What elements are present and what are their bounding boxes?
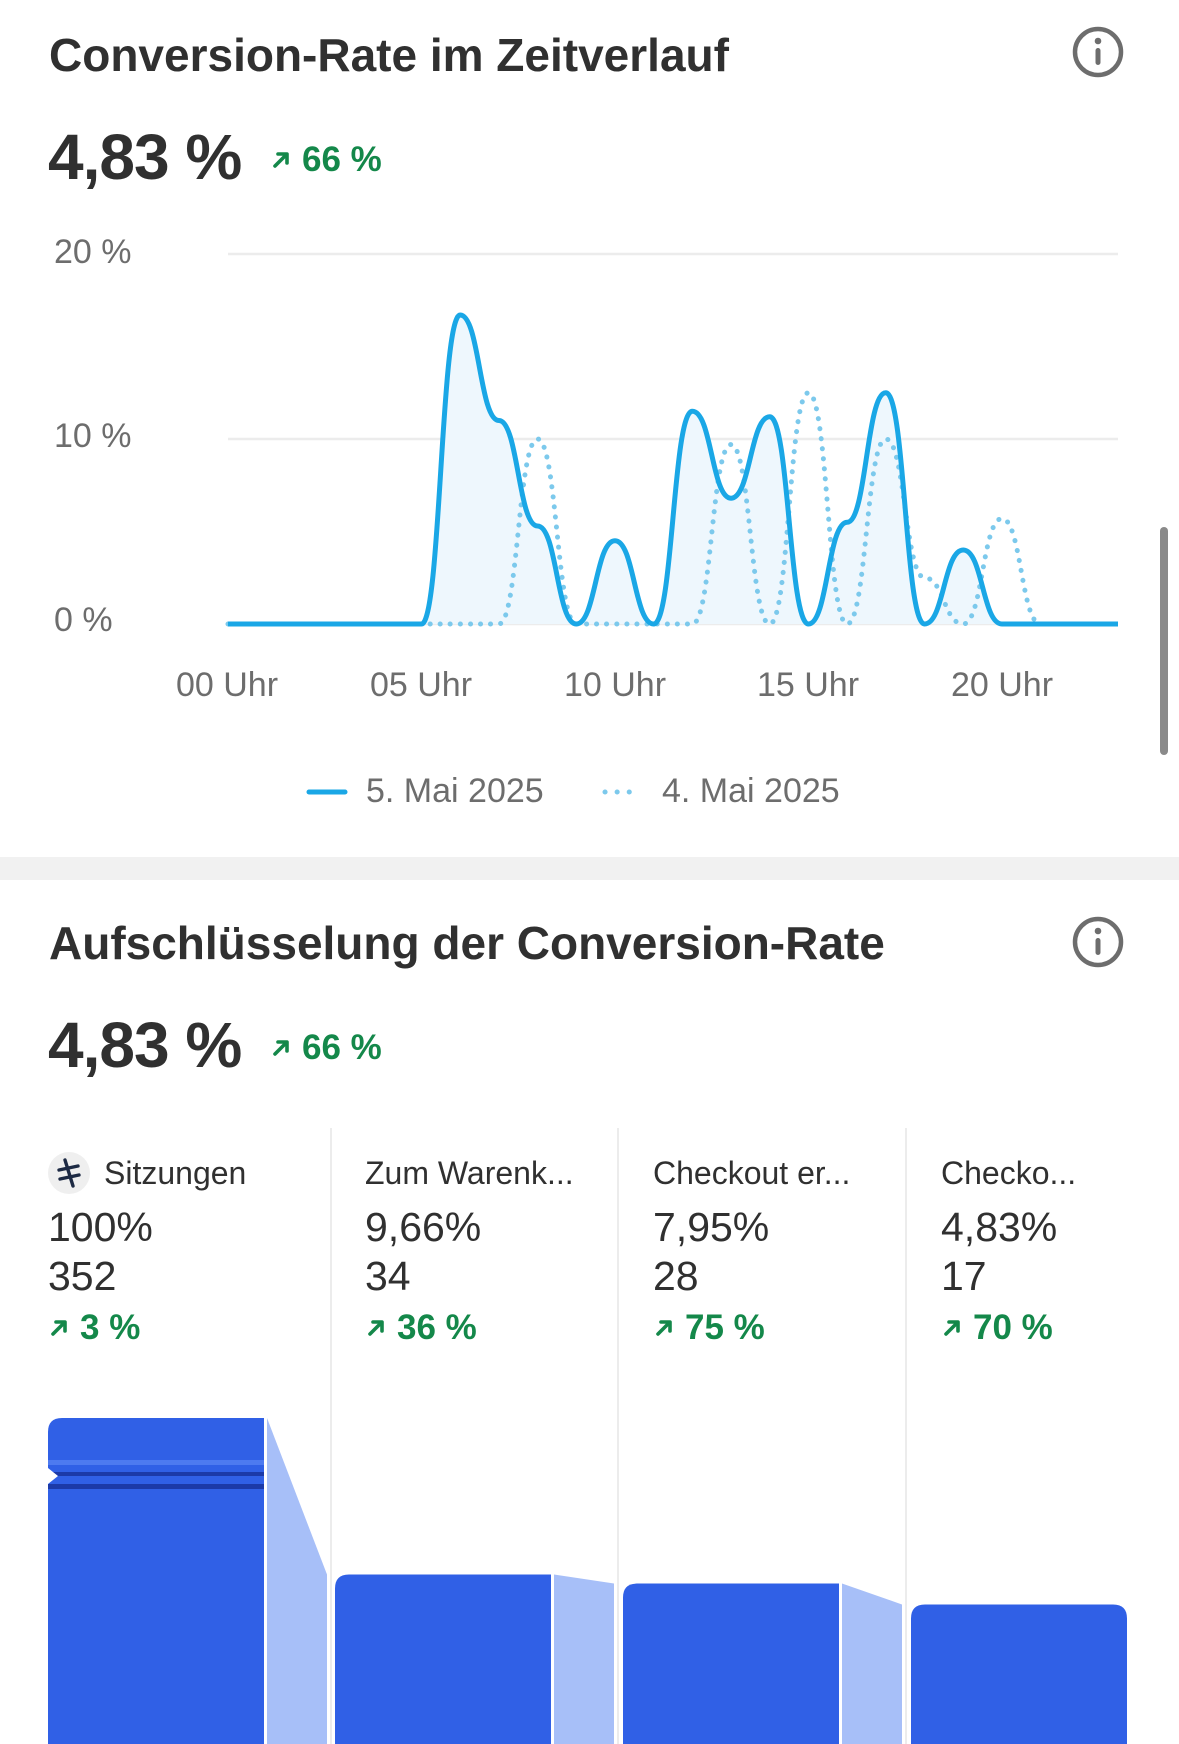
funnel-bar[interactable] — [911, 1604, 1127, 1744]
funnel-step-checkout-reached[interactable]: Checkout er... 7,95% 28 75 % — [653, 1150, 850, 1348]
scrollbar[interactable] — [1160, 527, 1168, 755]
step-label: Checko... — [941, 1154, 1077, 1191]
sessions-icon — [48, 1152, 90, 1194]
series-area-current — [228, 315, 1118, 624]
arrow-up-right-icon — [656, 1320, 672, 1336]
bar-stripe — [48, 1460, 264, 1465]
legend-label: 4. Mai 2025 — [662, 772, 840, 810]
x-tick-label: 10 Uhr — [563, 666, 667, 704]
step-percent: 100% — [48, 1204, 153, 1250]
x-tick-label: 20 Uhr — [950, 666, 1054, 704]
delta-value: 66 % — [302, 1028, 382, 1067]
funnel-bar[interactable] — [335, 1574, 551, 1744]
step-delta-value: 75 % — [685, 1308, 765, 1347]
bar-notch — [48, 1468, 58, 1484]
y-tick-label: 0 % — [54, 601, 113, 639]
funnel-dropoff — [554, 1574, 614, 1744]
step-delta-value: 70 % — [973, 1308, 1053, 1347]
legend-current[interactable]: 5. Mai 2025 — [306, 772, 544, 811]
arrow-up-right-icon — [944, 1320, 960, 1336]
step-count: 17 — [941, 1253, 987, 1299]
step-delta: 36 % — [365, 1308, 574, 1348]
step-label: Zum Warenk... — [365, 1154, 574, 1191]
x-tick-label: 00 Uhr — [175, 666, 279, 704]
step-delta: 3 % — [48, 1308, 246, 1348]
solid-line-swatch — [306, 789, 348, 794]
step-count: 352 — [48, 1253, 117, 1299]
arrow-up-right-icon — [51, 1320, 67, 1336]
legend-label: 5. Mai 2025 — [366, 772, 544, 810]
arrow-up-right-icon — [368, 1320, 384, 1336]
funnel-step-checkout-completed[interactable]: Checko... 4,83% 17 70 % — [941, 1150, 1076, 1348]
delta-badge: 66 % — [270, 1028, 382, 1068]
step-label: Checkout er... — [653, 1154, 851, 1191]
bar-stripe — [48, 1484, 264, 1489]
arrow-up-right-icon — [273, 1040, 289, 1056]
funnel-step-sessions[interactable]: Sitzungen 100% 352 3 % — [48, 1150, 246, 1348]
step-count: 28 — [653, 1253, 699, 1299]
card-title: Conversion-Rate im Zeitverlauf — [49, 29, 729, 81]
legend-previous[interactable]: 4. Mai 2025 — [602, 772, 840, 811]
funnel-bar[interactable] — [48, 1418, 264, 1744]
delta-badge: 66 % — [270, 140, 382, 180]
step-count: 34 — [365, 1253, 411, 1299]
step-percent: 4,83% — [941, 1204, 1058, 1250]
funnel-dropoff — [267, 1418, 327, 1744]
info-icon[interactable] — [1070, 24, 1126, 80]
step-delta: 75 % — [653, 1308, 850, 1348]
arrow-up-right-icon — [273, 152, 289, 168]
y-tick-label: 20 % — [54, 233, 132, 271]
step-delta-value: 3 % — [80, 1308, 141, 1347]
step-label: Sitzungen — [104, 1154, 247, 1191]
info-icon[interactable] — [1070, 914, 1126, 970]
funnel-dropoff — [842, 1583, 902, 1744]
conversion-rate-value: 4,83 % — [48, 121, 242, 193]
delta-value: 66 % — [302, 140, 382, 179]
column-divider — [905, 1128, 907, 1744]
card-title: Aufschlüsselung der Conversion-Rate — [49, 917, 885, 969]
step-delta-value: 36 % — [397, 1308, 477, 1347]
step-delta: 70 % — [941, 1308, 1076, 1348]
card-divider — [0, 857, 1179, 880]
funnel-step-add-to-cart[interactable]: Zum Warenk... 9,66% 34 36 % — [365, 1150, 574, 1348]
conversion-over-time-card: Conversion-Rate im Zeitverlauf 4,83 % 66… — [0, 0, 1179, 857]
column-divider — [330, 1128, 332, 1744]
bar-stripe — [48, 1472, 264, 1476]
x-tick-label: 05 Uhr — [369, 666, 473, 704]
funnel-chart — [48, 1418, 1127, 1744]
series-line-current — [227, 312, 1118, 627]
funnel-bar[interactable] — [623, 1583, 839, 1744]
column-divider — [617, 1128, 619, 1744]
conversion-rate-value: 4,83 % — [48, 1009, 242, 1081]
y-tick-label: 10 % — [54, 417, 132, 455]
line-chart — [225, 252, 1121, 627]
step-percent: 7,95% — [653, 1204, 770, 1250]
x-tick-label: 15 Uhr — [756, 666, 860, 704]
step-percent: 9,66% — [365, 1204, 482, 1250]
dotted-line-swatch — [602, 789, 644, 794]
